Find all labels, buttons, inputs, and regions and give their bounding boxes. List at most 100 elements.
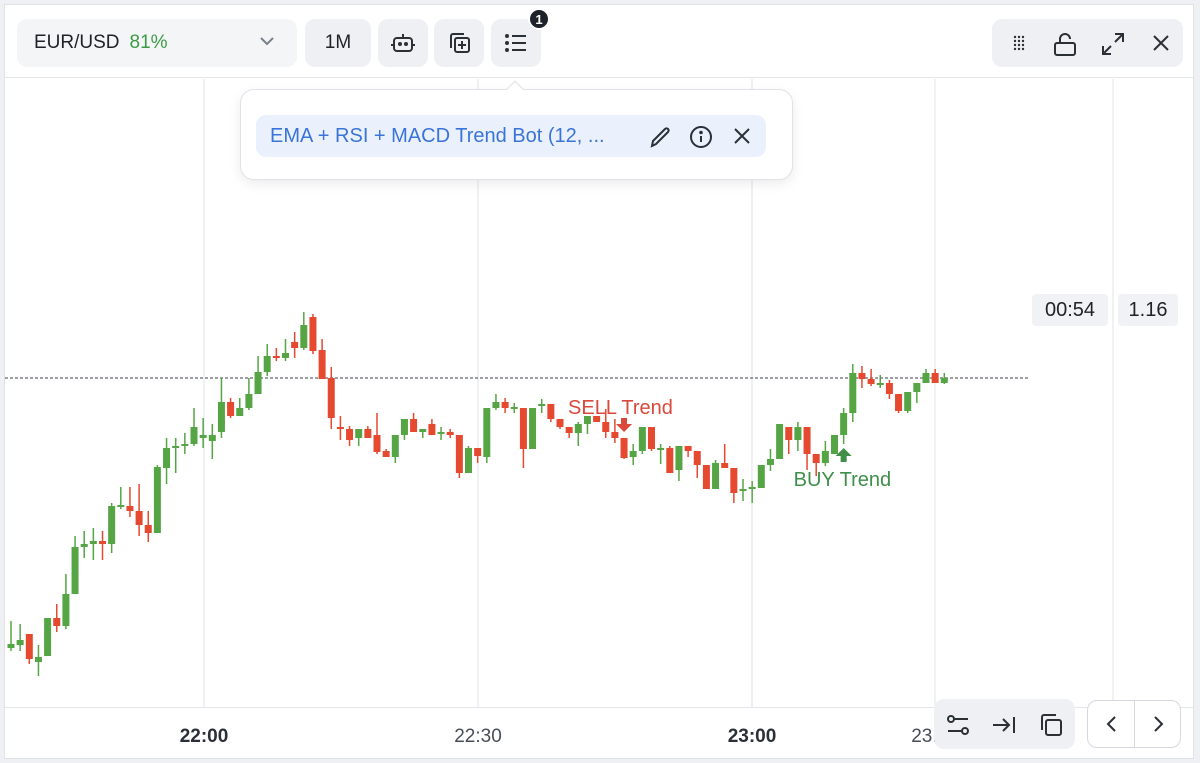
candle-up <box>922 373 930 383</box>
candle-up <box>876 383 884 385</box>
candle-down <box>556 419 564 427</box>
candle-down <box>336 427 344 429</box>
candle-up <box>538 404 546 406</box>
scroll-to-end-icon[interactable] <box>991 712 1017 738</box>
candle-down <box>547 404 555 419</box>
candle-up <box>254 372 262 394</box>
drag-grid-icon[interactable] <box>1008 31 1032 55</box>
payout-percent: 81% <box>129 32 168 53</box>
chart-navigation <box>1087 700 1181 748</box>
candle-up <box>163 448 171 468</box>
close-icon[interactable] <box>731 125 753 147</box>
candle-down <box>99 541 106 544</box>
candle-up <box>913 383 921 392</box>
candle-up <box>236 408 244 416</box>
chart-tools <box>934 699 1075 749</box>
chevron-left-icon[interactable] <box>1102 714 1122 734</box>
candle-down <box>602 422 610 432</box>
timeframe-label: 1M <box>324 32 352 53</box>
candle-up <box>675 446 683 470</box>
asset-selector[interactable]: EUR/USD 81% <box>17 19 297 67</box>
candle-down <box>382 451 390 457</box>
candle-down <box>291 342 299 348</box>
info-icon[interactable] <box>689 125 713 149</box>
time-label: 22:30 <box>454 726 502 747</box>
candle-down <box>693 451 701 465</box>
candle-up <box>583 416 591 424</box>
buy-arrow-icon <box>835 448 852 462</box>
candle-down <box>895 394 903 411</box>
candle-up <box>71 547 79 594</box>
candle-down <box>474 448 482 456</box>
candle-up <box>529 408 537 449</box>
candle-up <box>108 506 116 544</box>
candle-up <box>821 451 829 463</box>
candle-up <box>492 402 500 408</box>
candle-up <box>766 459 774 465</box>
candle-up <box>355 429 363 438</box>
candle-down <box>812 454 820 463</box>
candle-down <box>702 465 710 489</box>
divider <box>1134 701 1135 747</box>
candle-countdown: 00:54 <box>1032 294 1108 326</box>
candle-down <box>455 435 463 473</box>
candle-up <box>831 435 838 454</box>
candle-up <box>657 448 665 450</box>
candle-up <box>748 487 756 489</box>
candle-up <box>840 413 848 435</box>
candle-down <box>885 383 893 394</box>
current-price-label: 1.16 <box>1118 294 1178 326</box>
candle-up <box>208 435 216 441</box>
candle-up <box>437 432 445 434</box>
close-icon[interactable] <box>1149 31 1173 55</box>
candle-up <box>172 446 180 448</box>
candle-up <box>574 424 582 433</box>
time-label: 23:00 <box>727 726 777 747</box>
sell-signal-label: SELL Trend <box>568 397 673 419</box>
candle-down <box>327 378 335 418</box>
candle-up <box>465 448 472 473</box>
time-label: 22:00 <box>179 726 229 747</box>
trading-bot-button[interactable] <box>378 19 428 67</box>
copy-icon[interactable] <box>1038 712 1064 738</box>
candle-down <box>227 402 235 416</box>
candle-down <box>373 435 381 452</box>
candle-up <box>263 356 271 372</box>
candle-up <box>300 325 308 348</box>
candle-up <box>400 419 408 435</box>
add-chart-button[interactable] <box>434 19 484 67</box>
candle-up <box>199 435 207 438</box>
candle-up <box>712 463 720 489</box>
window-controls <box>992 19 1183 67</box>
candle-up <box>62 594 70 626</box>
candle-up <box>940 378 948 383</box>
candle-down <box>684 446 692 451</box>
chevron-right-icon[interactable] <box>1148 714 1168 734</box>
candle-down <box>931 373 939 383</box>
active-indicators-popup: EMA + RSI + MACD Trend Bot (12, ... <box>240 80 793 180</box>
candle-up <box>757 465 765 488</box>
price-chart[interactable]: SELL Trend BUY Trend <box>5 79 1195 707</box>
candle-down <box>867 379 875 384</box>
candle-down <box>785 427 793 440</box>
candle-up <box>739 489 747 491</box>
list-icon <box>505 34 526 52</box>
expand-icon[interactable] <box>1100 31 1126 57</box>
candle-down <box>272 356 280 358</box>
candle-up <box>190 427 198 444</box>
candle-down <box>364 429 372 438</box>
candle-down <box>346 429 354 440</box>
settings-sliders-icon[interactable] <box>945 712 971 738</box>
candle-down <box>428 424 436 435</box>
candle-up <box>217 402 225 432</box>
candle-up <box>510 407 518 409</box>
asset-name: EUR/USD <box>34 32 120 53</box>
pencil-icon[interactable] <box>649 125 673 149</box>
chevron-down-icon <box>260 37 274 46</box>
candle-up <box>483 408 491 457</box>
indicator-chip[interactable]: EMA + RSI + MACD Trend Bot (12, ... <box>256 115 766 157</box>
candle-down <box>858 373 866 379</box>
candle-up <box>80 544 88 547</box>
timeframe-button[interactable]: 1M <box>305 19 371 67</box>
unlock-icon[interactable] <box>1052 31 1078 57</box>
